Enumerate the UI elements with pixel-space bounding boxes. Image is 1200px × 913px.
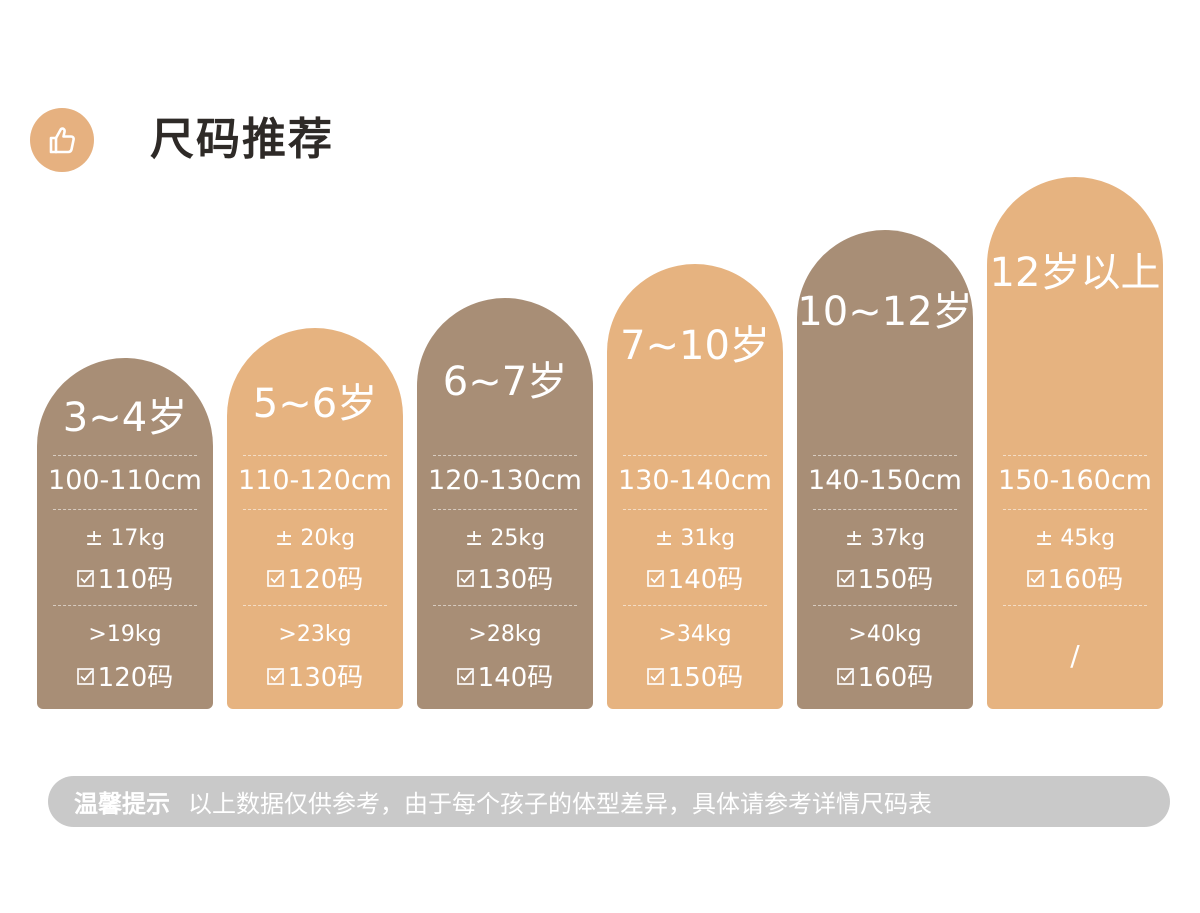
- recommended-size: 160码: [987, 562, 1163, 598]
- divider: [433, 509, 577, 510]
- checkbox-icon: [76, 570, 94, 587]
- checkbox-icon: [646, 570, 664, 587]
- thumbs-up-icon: [49, 127, 75, 154]
- weight-over: >34kg: [658, 622, 732, 647]
- divider: [813, 605, 957, 606]
- checkbox-icon: [76, 668, 94, 685]
- divider: [53, 455, 197, 456]
- checkbox-icon: [646, 668, 664, 685]
- recommended-size-over: 160码: [797, 660, 973, 696]
- weight-over: >19kg: [88, 622, 162, 647]
- age-label: 12岁以上: [989, 250, 1161, 296]
- weight-avg: ± 20kg: [274, 526, 356, 551]
- checkbox-icon: [1026, 570, 1044, 587]
- height-range: 100-110cm: [48, 465, 202, 496]
- height-range: 120-130cm: [428, 465, 582, 496]
- weight-over: >28kg: [468, 622, 542, 647]
- size-card-12-plus: 12岁以上 150-160cm ± 45kg 160码 /: [987, 177, 1163, 709]
- age-label: 6~7岁: [442, 359, 568, 405]
- weight-avg: ± 45kg: [1034, 526, 1116, 551]
- recommended-size: 120码: [227, 562, 403, 598]
- recommended-size-over: 120码: [37, 660, 213, 696]
- age-label: 3~4岁: [62, 395, 188, 441]
- tip-bar: 温馨提示 以上数据仅供参考，由于每个孩子的体型差异，具体请参考详情尺码表: [48, 776, 1170, 827]
- no-data-slash: /: [1070, 639, 1080, 672]
- size-card-3-4: 3~4岁 100-110cm ± 17kg 110码 >19kg 120码: [37, 358, 213, 709]
- height-range: 110-120cm: [238, 465, 392, 496]
- size-card-5-6: 5~6岁 110-120cm ± 20kg 120码 >23kg 130码: [227, 328, 403, 709]
- divider: [623, 455, 767, 456]
- divider: [1003, 605, 1147, 606]
- divider: [813, 509, 957, 510]
- weight-over: >23kg: [278, 622, 352, 647]
- divider: [433, 605, 577, 606]
- divider: [813, 455, 957, 456]
- divider: [1003, 455, 1147, 456]
- weight-avg: ± 25kg: [464, 526, 546, 551]
- recommended-size: 140码: [607, 562, 783, 598]
- recommended-size: 150码: [797, 562, 973, 598]
- divider: [1003, 509, 1147, 510]
- checkbox-icon: [266, 570, 284, 587]
- divider: [53, 605, 197, 606]
- age-label: 10~12岁: [797, 289, 973, 335]
- divider: [243, 605, 387, 606]
- age-label: 7~10岁: [620, 323, 770, 369]
- checkbox-icon: [456, 570, 474, 587]
- divider: [433, 455, 577, 456]
- page-title: 尺码推荐: [150, 114, 334, 165]
- recommended-size: 130码: [417, 562, 593, 598]
- tip-text: 以上数据仅供参考，由于每个孩子的体型差异，具体请参考详情尺码表: [188, 790, 932, 818]
- thumbs-up-badge: [30, 108, 94, 172]
- recommended-size-over: 140码: [417, 660, 593, 696]
- recommended-size-over: 130码: [227, 660, 403, 696]
- age-label: 5~6岁: [252, 381, 378, 427]
- divider: [623, 605, 767, 606]
- size-card-10-12: 10~12岁 140-150cm ± 37kg 150码 >40kg 160码: [797, 230, 973, 709]
- size-card-6-7: 6~7岁 120-130cm ± 25kg 130码 >28kg 140码: [417, 298, 593, 709]
- height-range: 140-150cm: [808, 465, 962, 496]
- divider: [53, 509, 197, 510]
- checkbox-icon: [836, 668, 854, 685]
- recommended-size-over: 150码: [607, 660, 783, 696]
- size-card-7-10: 7~10岁 130-140cm ± 31kg 140码 >34kg 150码: [607, 264, 783, 709]
- tip-label: 温馨提示: [74, 790, 170, 818]
- recommended-size: 110码: [37, 562, 213, 598]
- weight-avg: ± 37kg: [844, 526, 926, 551]
- checkbox-icon: [836, 570, 854, 587]
- divider: [623, 509, 767, 510]
- height-range: 150-160cm: [998, 465, 1152, 496]
- divider: [243, 455, 387, 456]
- checkbox-icon: [456, 668, 474, 685]
- height-range: 130-140cm: [618, 465, 772, 496]
- weight-avg: ± 17kg: [84, 526, 166, 551]
- weight-over: >40kg: [848, 622, 922, 647]
- checkbox-icon: [266, 668, 284, 685]
- divider: [243, 509, 387, 510]
- weight-avg: ± 31kg: [654, 526, 736, 551]
